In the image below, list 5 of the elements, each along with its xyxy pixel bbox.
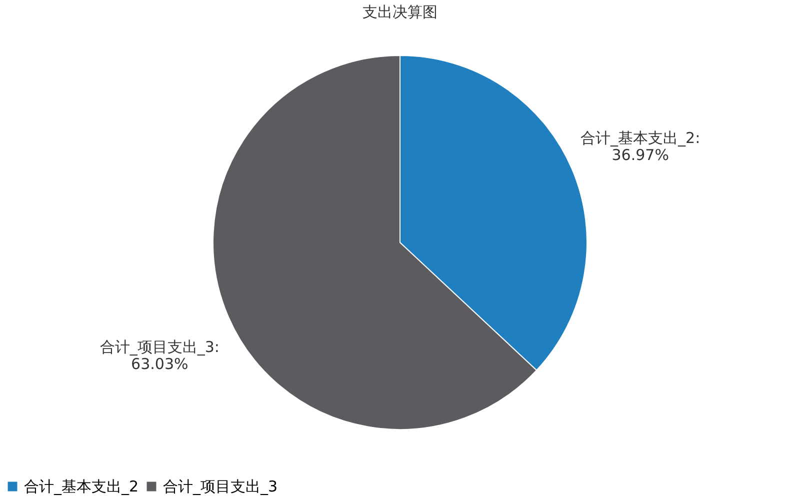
legend-label: 合计_项目支出_3	[163, 478, 278, 496]
chart-title: 支出决算图	[362, 3, 438, 21]
data-label: 合计_项目支出_3: 63.03%	[100, 338, 220, 373]
data-label: 合计_基本支出_2: 36.97%	[580, 129, 700, 164]
legend-label: 合计_基本支出_2	[24, 478, 139, 496]
